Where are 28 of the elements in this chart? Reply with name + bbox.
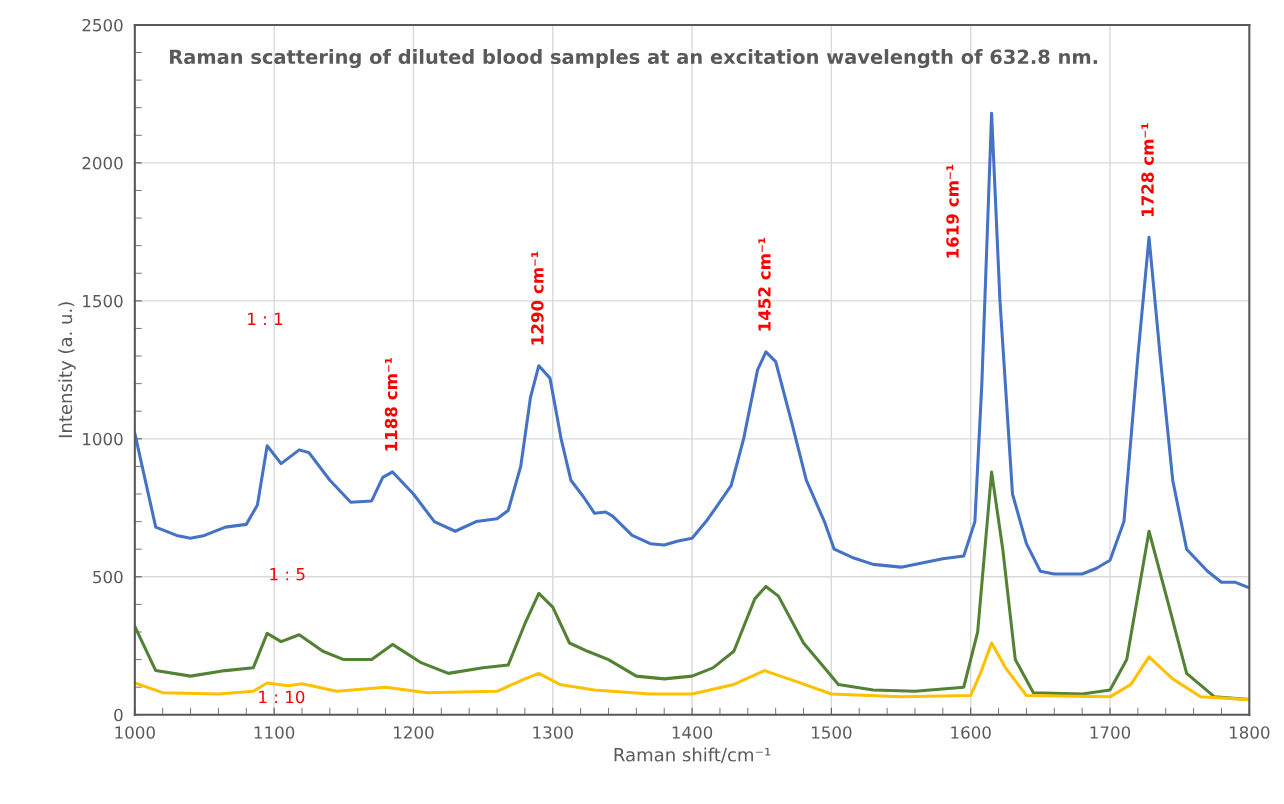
x-tick-label: 1700 — [1090, 726, 1131, 739]
x-tick-label: 1300 — [533, 726, 573, 739]
x-tick-label: 1800 — [1229, 726, 1270, 739]
y-tick-label: 1500 — [83, 294, 123, 308]
y-axis-title: Intensity (a. u.) — [58, 302, 76, 438]
x-tick-label: 1600 — [951, 726, 991, 739]
annotation: 1452 cm⁻¹ — [758, 237, 771, 331]
annotation: 1 : 5 — [270, 568, 305, 581]
annotation: 1188 cm⁻¹ — [384, 357, 398, 451]
x-tick-label: 1400 — [672, 726, 713, 739]
y-tick-label: 1000 — [83, 432, 123, 446]
x-tick-label: 1500 — [812, 726, 852, 739]
x-tick-label: 1000 — [115, 726, 155, 739]
y-tick-label: 0 — [114, 708, 123, 722]
y-tick-label: 2500 — [82, 18, 123, 32]
y-tick-label: 500 — [93, 570, 123, 584]
annotation: 1290 cm⁻¹ — [531, 251, 544, 345]
x-axis-title: Raman shift/cm⁻¹ — [614, 747, 771, 763]
x-tick-label: 1100 — [254, 726, 295, 739]
annotation: 1 : 1 — [248, 312, 283, 325]
y-tick-label: 2000 — [82, 156, 123, 170]
annotation: 1 : 10 — [259, 690, 305, 704]
line-series — [134, 111, 1250, 590]
annotation: 1619 cm⁻¹ — [946, 164, 959, 258]
annotation: 1728 cm⁻¹ — [1141, 123, 1154, 217]
text: Raman scattering of diluted blood samples at an excitation wavelength of 632.8 nm. — [170, 49, 1098, 69]
line-series — [134, 641, 1250, 702]
x-tick-label: 1200 — [394, 726, 434, 739]
